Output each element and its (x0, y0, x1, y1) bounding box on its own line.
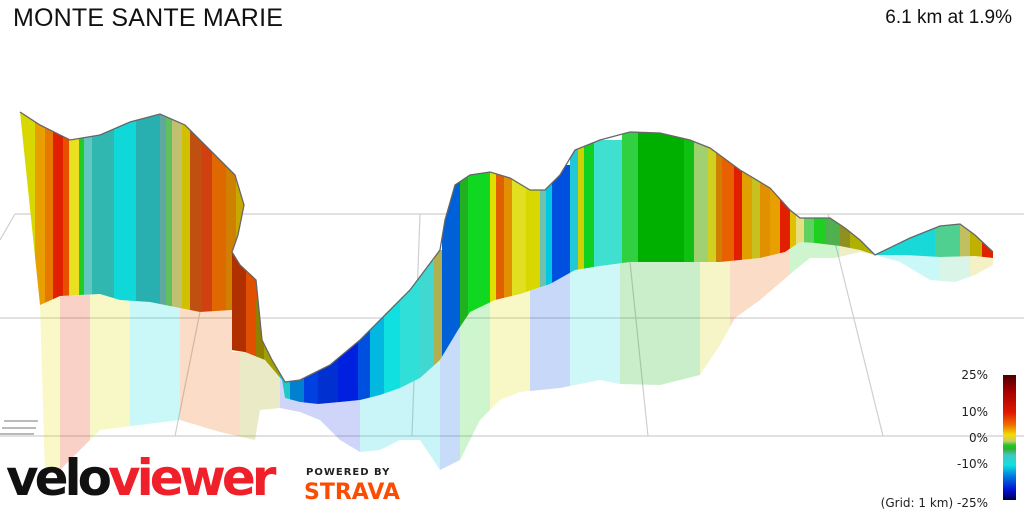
powered-by-label: POWERED BY (306, 467, 391, 478)
grid-scale-icon (0, 420, 38, 435)
legend-label-10: 10% (961, 405, 988, 419)
climb-summary: 6.1 km at 1.9% (885, 7, 1012, 28)
strava-logo: STRAVA (304, 480, 400, 505)
legend-label-minus25: (Grid: 1 km) -25% (881, 496, 988, 510)
gradient-color-scale (1003, 375, 1016, 500)
legend-label-0: 0% (968, 431, 988, 445)
legend-label-25: 25% (961, 368, 988, 382)
grid-note: (Grid: 1 km) (880, 496, 954, 510)
legend-min-value: -25% (956, 496, 988, 510)
climb-title: MONTE SANTE MARIE (13, 4, 284, 32)
veloviewer-logo: veloviewer (6, 449, 276, 507)
gradient-legend: 25% 10% 0% -10% (Grid: 1 km) -25% (881, 368, 1016, 510)
legend-label-minus10: -10% (956, 457, 988, 471)
